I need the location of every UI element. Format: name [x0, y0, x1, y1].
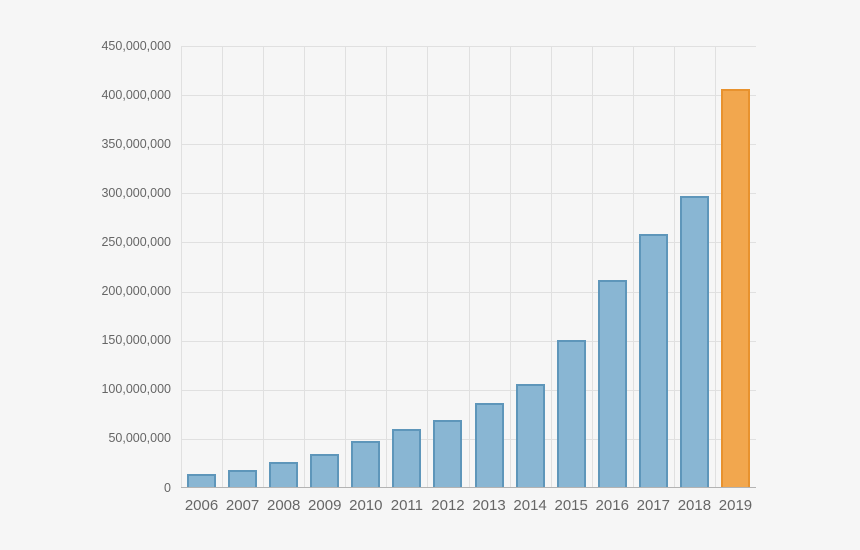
bar-2009[interactable]	[310, 453, 340, 488]
x-axis-label-2010: 2010	[349, 497, 383, 514]
x-axis-label-2017: 2017	[636, 497, 670, 514]
vertical-gridline	[427, 46, 429, 488]
x-axis-label-2013: 2013	[472, 497, 506, 514]
vertical-gridline	[304, 46, 306, 488]
vertical-gridline	[632, 46, 634, 488]
x-axis-label-2012: 2012	[431, 497, 465, 514]
y-axis: 0 50,000,000 100,000,000 150,000,000 200,000…	[0, 39, 171, 495]
vertical-gridline	[222, 46, 224, 488]
x-axis-label-2015: 2015	[554, 497, 588, 514]
x-axis-label-2009: 2009	[308, 497, 342, 514]
x-axis-label-2016: 2016	[595, 497, 629, 514]
bar-2014[interactable]	[515, 384, 545, 488]
bar-2016[interactable]	[597, 279, 627, 488]
vertical-gridline	[591, 46, 593, 488]
bar-2013[interactable]	[474, 403, 504, 488]
plot-area	[181, 46, 756, 488]
vertical-gridline	[386, 46, 388, 488]
bar-2019[interactable]	[720, 89, 750, 488]
y-axis-label: 150,000,000	[101, 333, 171, 348]
y-axis-label: 100,000,000	[101, 382, 171, 397]
bar-2017[interactable]	[638, 233, 668, 488]
bar-2008[interactable]	[269, 461, 299, 488]
x-axis: 2006 2007 2008 2009 2010 2011 2012 2013 2014 2015…	[181, 497, 756, 517]
y-axis-label: 200,000,000	[101, 284, 171, 299]
y-axis-label: 450,000,000	[101, 38, 171, 53]
vertical-gridline	[509, 46, 511, 488]
y-axis-label: 250,000,000	[101, 234, 171, 249]
x-axis-label-2019: 2019	[718, 497, 753, 514]
y-axis-label: 50,000,000	[108, 431, 171, 446]
vertical-gridline	[345, 46, 347, 488]
vertical-gridline	[468, 46, 470, 488]
x-axis-label-2006: 2006	[184, 497, 219, 514]
bar-2006[interactable]	[187, 474, 217, 488]
x-axis-label-2014: 2014	[513, 497, 547, 514]
x-axis-label-2008: 2008	[266, 497, 301, 514]
y-axis-label: 350,000,000	[101, 136, 171, 151]
x-axis-label-2018: 2018	[677, 497, 712, 514]
vertical-gridline	[181, 46, 182, 488]
vertical-gridline	[714, 46, 716, 488]
bar-2007[interactable]	[228, 470, 258, 488]
bar-2012[interactable]	[433, 419, 463, 488]
bar-2015[interactable]	[556, 339, 586, 488]
vertical-gridline	[263, 46, 265, 488]
bar-2011[interactable]	[392, 429, 422, 488]
y-axis-label: 300,000,000	[101, 185, 171, 200]
y-axis-label: 400,000,000	[101, 87, 171, 102]
y-axis-label: 0	[164, 480, 171, 495]
x-axis-label-2007: 2007	[225, 497, 260, 514]
x-axis-label-2011: 2011	[390, 497, 423, 514]
bar-2018[interactable]	[679, 196, 709, 488]
vertical-gridline	[550, 46, 552, 488]
bar-2010[interactable]	[351, 440, 381, 488]
x-axis-line	[181, 487, 756, 488]
vertical-gridline	[673, 46, 675, 488]
